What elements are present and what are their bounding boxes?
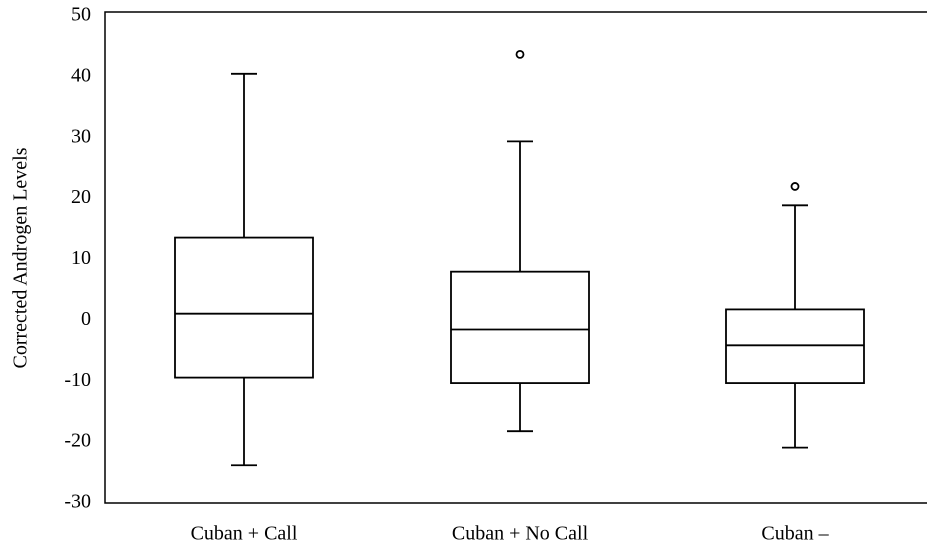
y-tick-label: 10 [71,247,91,269]
outlier [790,182,800,191]
box [174,236,314,379]
y-axis-label: Corrected Androgen Levels [10,147,32,368]
y-tick-label: -30 [64,491,91,513]
x-tick-label: Cuban + No Call [452,523,589,545]
x-tick-label: Cuban + Call [191,523,298,545]
box [725,308,865,384]
outlier [515,49,525,59]
y-tick-label: 20 [71,186,91,208]
y-tick-label: -20 [64,430,91,452]
y-tick-label: 40 [71,64,91,86]
y-tick-label: 50 [71,4,91,26]
y-tick-label: 30 [71,125,91,147]
plot-frame [104,11,927,504]
x-tick-label: Cuban – [761,523,829,545]
y-tick-label: 0 [81,308,91,330]
box [450,270,590,384]
y-tick-label: -10 [64,369,91,391]
